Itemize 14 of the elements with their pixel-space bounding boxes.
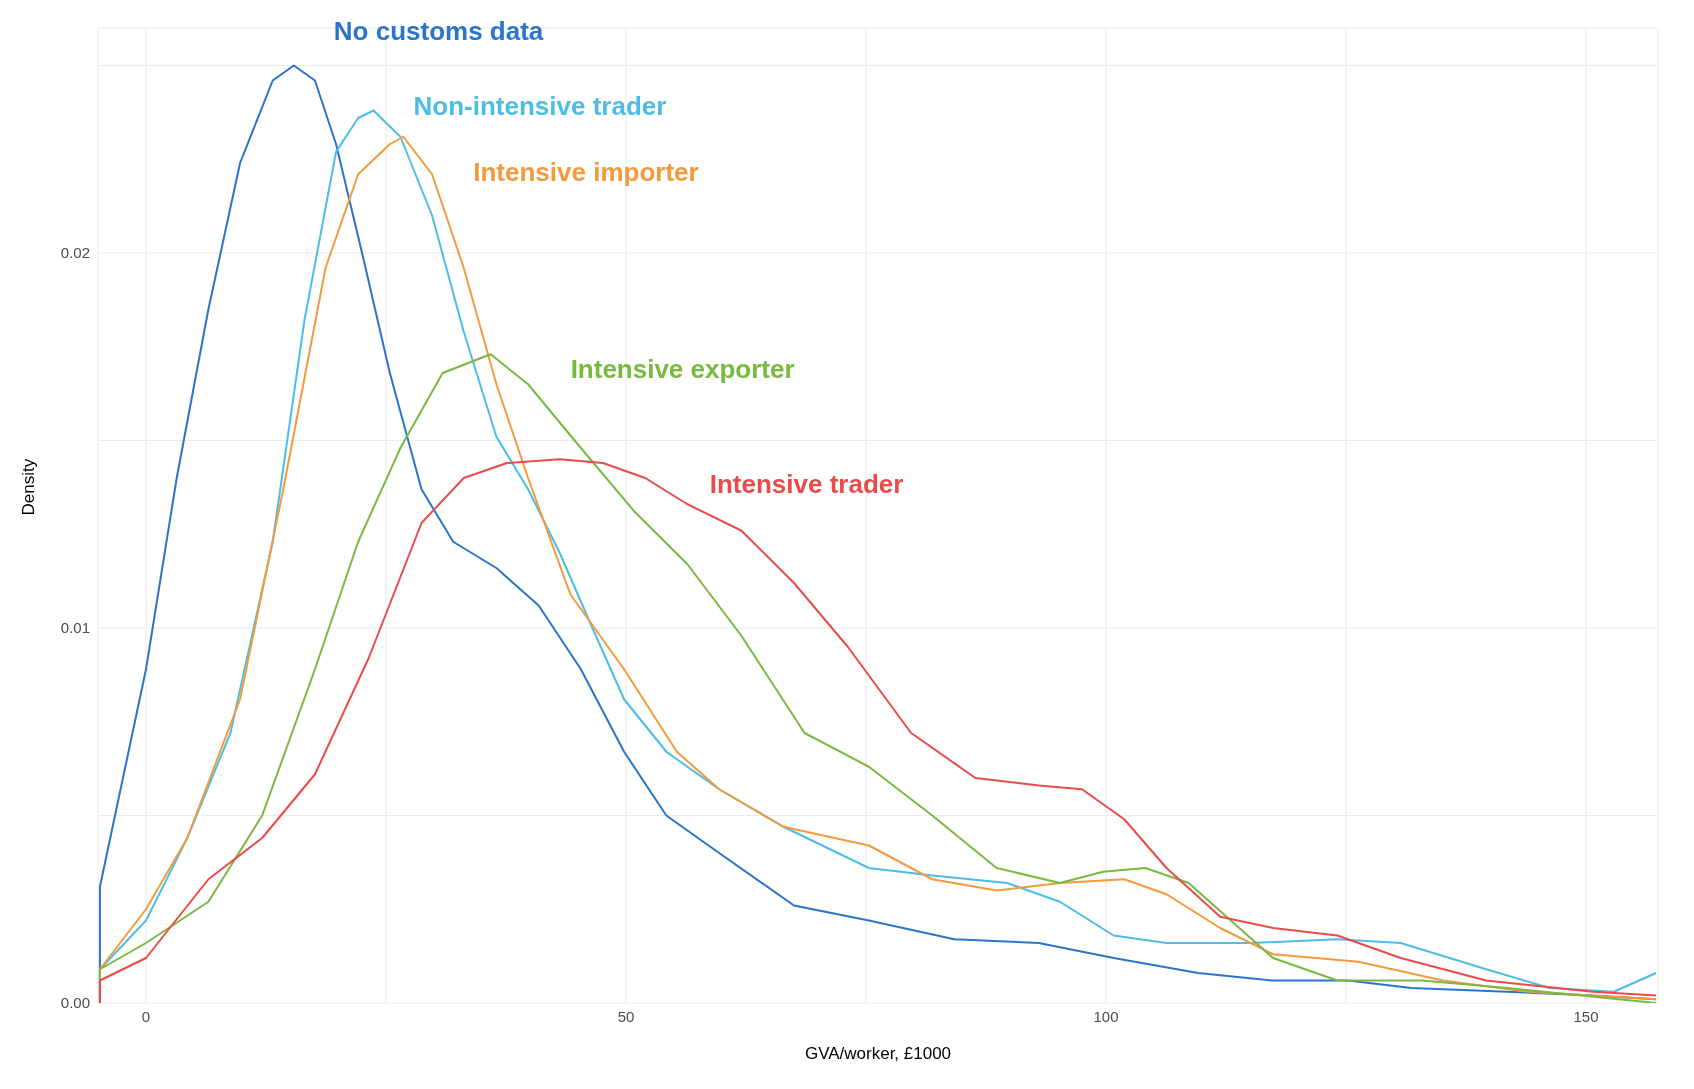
y-tick-label: 0.00 (60, 994, 90, 1012)
series-label: Intensive exporter (570, 354, 795, 385)
x-tick-label: 50 (617, 1007, 635, 1025)
series-label: Non-intensive trader (413, 90, 667, 121)
x-tick-label: 100 (1093, 1007, 1119, 1025)
series-label: No customs data (333, 15, 544, 46)
x-tick-label: 0 (141, 1007, 151, 1025)
series-label: Intensive importer (473, 156, 699, 187)
x-tick-label: 150 (1573, 1007, 1599, 1025)
y-axis-title: Density (19, 458, 39, 516)
y-tick-label: 0.02 (60, 244, 90, 262)
series-label: Intensive trader (709, 469, 904, 500)
x-axis-title: GVA/worker, £1000 (804, 1044, 952, 1063)
y-tick-label: 0.01 (60, 619, 90, 637)
